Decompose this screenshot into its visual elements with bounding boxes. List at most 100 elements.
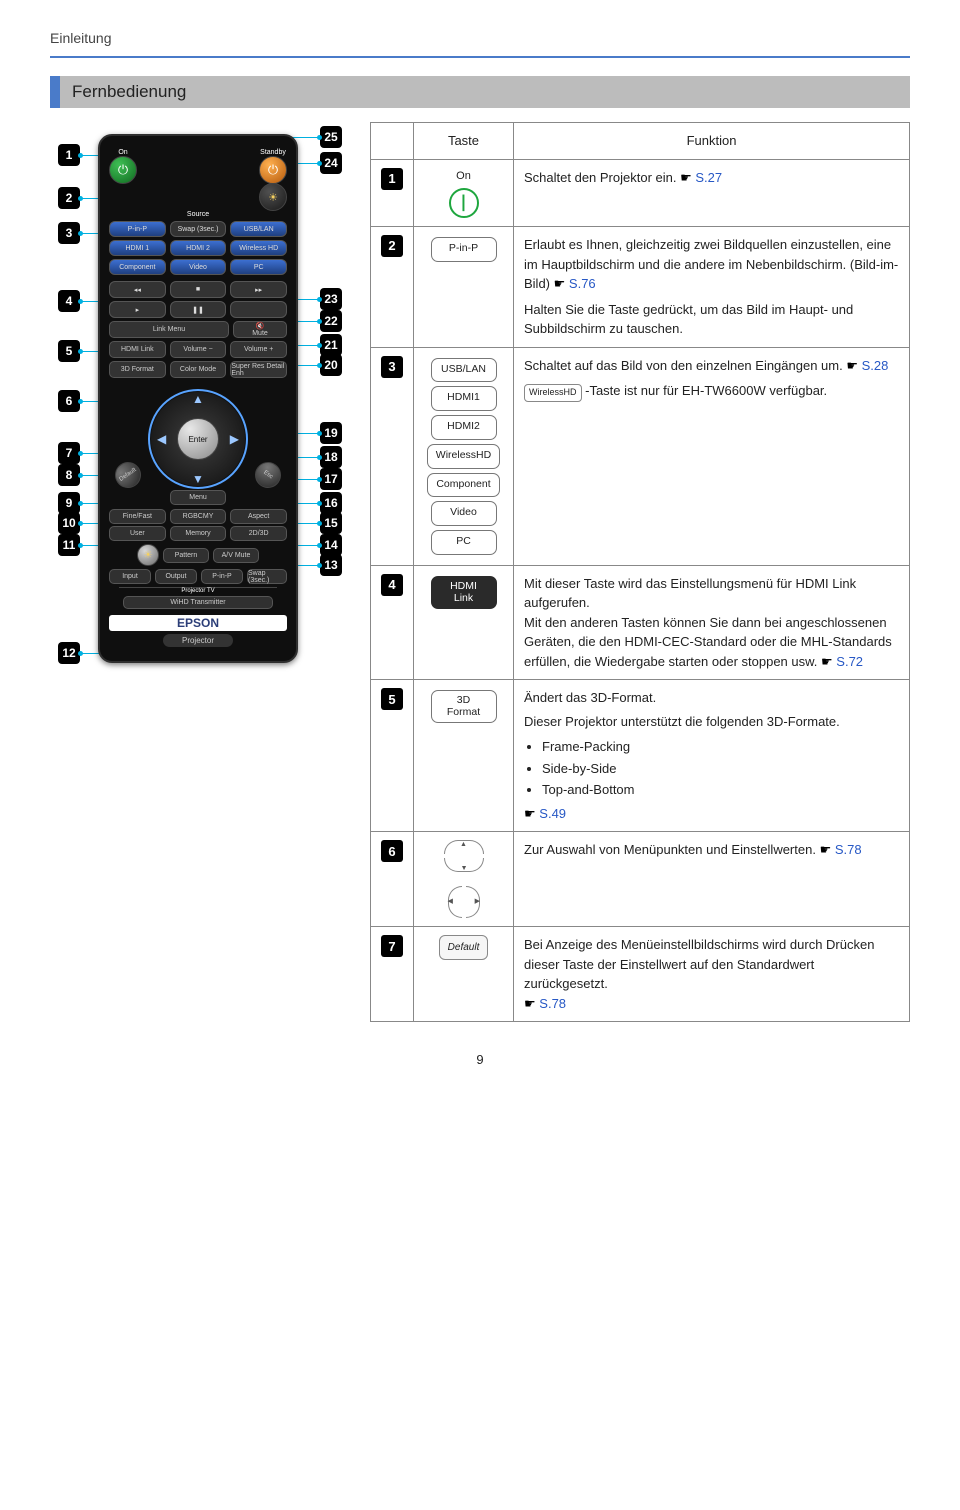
source-button-icon: USB/LAN [431, 358, 497, 383]
source-button-icon: Component [427, 473, 499, 498]
hdmilink-icon: HDMILink [431, 576, 497, 609]
pc-button[interactable]: PC [230, 259, 287, 275]
prev-button[interactable]: ◂◂ [109, 281, 166, 298]
3dformat-icon: 3DFormat [431, 690, 497, 723]
enter-button[interactable]: Enter [177, 418, 219, 460]
superres-button[interactable]: Super Res Detail Enh [230, 361, 287, 378]
wirelesshd-chip: WirelessHD [524, 384, 582, 402]
remote-body: On ⏻ Standby ⏻ ☀ Source P-in-P Swap (3se… [98, 134, 298, 663]
format-list: Frame-PackingSide-by-SideTop-and-Bottom [542, 737, 899, 800]
pause-button[interactable]: ❚❚ [170, 301, 227, 318]
row1-text: Schaltet den Projektor ein. [524, 170, 680, 185]
source-button-icon: PC [431, 530, 497, 555]
format-item: Side-by-Side [542, 759, 899, 779]
source-button-icon: Video [431, 501, 497, 526]
row3-text1: Schaltet auf das Bild von den einzelnen … [524, 358, 846, 373]
linkmenu-button[interactable]: Link Menu [109, 321, 229, 338]
input-button[interactable]: Input [109, 569, 151, 584]
avmute-button[interactable]: A/V Mute [213, 548, 259, 563]
th-button: Taste [414, 123, 514, 160]
section-title: Fernbedienung [50, 76, 910, 108]
projector-tv-label: Projector TV [119, 587, 277, 594]
illumination-button[interactable]: ☀ [259, 183, 287, 211]
pattern-button[interactable]: Pattern [163, 548, 209, 563]
format-item: Top-and-Bottom [542, 780, 899, 800]
row-number: 3 [381, 356, 403, 378]
memory-button[interactable]: Memory [170, 526, 227, 541]
callout-badge: 12 [58, 642, 80, 664]
pinp-icon: P-in-P [431, 237, 497, 262]
swap-button[interactable]: Swap (3sec.) [170, 221, 227, 237]
default-button[interactable]: Default [110, 457, 146, 493]
component-button[interactable]: Component [109, 259, 166, 275]
user-button[interactable]: User [109, 526, 166, 541]
on-label: On [424, 168, 503, 185]
rgbcmy-button[interactable]: RGBCMY [170, 509, 227, 524]
blank-button[interactable] [230, 301, 287, 318]
source-button-icon: WirelessHD [427, 444, 500, 469]
page-number: 9 [50, 1052, 910, 1067]
callout-badge: 7 [58, 442, 80, 464]
play-button[interactable]: ▸ [109, 301, 166, 318]
default-icon: Default [439, 935, 489, 960]
row5-text2: Dieser Projektor unterstützt die folgend… [524, 712, 899, 732]
callout-badge: 2 [58, 187, 80, 209]
output-button[interactable]: Output [155, 569, 197, 584]
format-item: Frame-Packing [542, 737, 899, 757]
callout-badge: 22 [320, 310, 342, 332]
page-ref[interactable]: S.78 [835, 842, 862, 857]
mute-button[interactable]: 🔇 Mute [233, 321, 287, 338]
dpad-icons [424, 840, 503, 918]
esc-button[interactable]: Esc [250, 457, 286, 493]
vol-down-button[interactable]: Volume − [170, 341, 227, 358]
callout-badge: 17 [320, 468, 342, 490]
row5-text1: Ändert das 3D-Format. [524, 688, 899, 708]
table-row: 6 Zur Auswahl von Me [371, 832, 910, 927]
table-row: 7 Default Bei Anzeige des Menüeinstellbi… [371, 927, 910, 1022]
hdmi2-button[interactable]: HDMI 2 [170, 240, 227, 256]
callout-badge: 4 [58, 290, 80, 312]
illum2-button[interactable]: ☀ [137, 544, 159, 566]
table-row: 3 USB/LANHDMI1HDMI2WirelessHDComponentVi… [371, 347, 910, 565]
finefast-button[interactable]: Fine/Fast [109, 509, 166, 524]
row4-text1: Mit dieser Taste wird das Einstellungsme… [524, 574, 899, 613]
page-ref[interactable]: S.76 [569, 276, 596, 291]
callout-badge: 19 [320, 422, 342, 444]
on-button[interactable]: ⏻ [109, 156, 137, 184]
pinp2-button[interactable]: P-in-P [201, 569, 243, 584]
callout-badge: 14 [320, 534, 342, 556]
page-ref[interactable]: S.28 [862, 358, 889, 373]
function-table: Taste Funktion 1 On ❘ Schaltet den Proje… [370, 122, 910, 1022]
swap2-button[interactable]: Swap (3sec.) [247, 569, 287, 584]
projector-label: Projector [163, 634, 233, 647]
page-ref[interactable]: S.78 [539, 996, 566, 1011]
standby-button[interactable]: ⏻ [259, 156, 287, 184]
hdmilink-button[interactable]: HDMI Link [109, 341, 166, 358]
callout-badge: 3 [58, 222, 80, 244]
aspect-button[interactable]: Aspect [230, 509, 287, 524]
callout-badge: 21 [320, 334, 342, 356]
row-number: 1 [381, 168, 403, 190]
page-ref[interactable]: S.72 [836, 654, 863, 669]
2d3d-button[interactable]: 2D/3D [230, 526, 287, 541]
dpad-down-icon: ▼ [192, 472, 204, 486]
dpad-left-icon: ◀ [157, 432, 166, 446]
source-button-icon: HDMI2 [431, 415, 497, 440]
page-ref[interactable]: S.27 [695, 170, 722, 185]
vol-up-button[interactable]: Volume + [230, 341, 287, 358]
stop-button[interactable]: ■ [170, 281, 227, 298]
hdmi1-button[interactable]: HDMI 1 [109, 240, 166, 256]
callout-badge: 25 [320, 126, 342, 148]
row-number: 6 [381, 840, 403, 862]
3dformat-button[interactable]: 3D Format [109, 361, 166, 378]
colormode-button[interactable]: Color Mode [170, 361, 227, 378]
usblan-button[interactable]: USB/LAN [230, 221, 287, 237]
wirelesshd-button[interactable]: Wireless HD [230, 240, 287, 256]
page-ref[interactable]: S.49 [539, 806, 566, 821]
wihd-label: WiHD Transmitter [123, 596, 273, 609]
dpad-up-icon: ▲ [192, 392, 204, 406]
video-button[interactable]: Video [170, 259, 227, 275]
next-button[interactable]: ▸▸ [230, 281, 287, 298]
callout-badge: 18 [320, 446, 342, 468]
pinp-button[interactable]: P-in-P [109, 221, 166, 237]
